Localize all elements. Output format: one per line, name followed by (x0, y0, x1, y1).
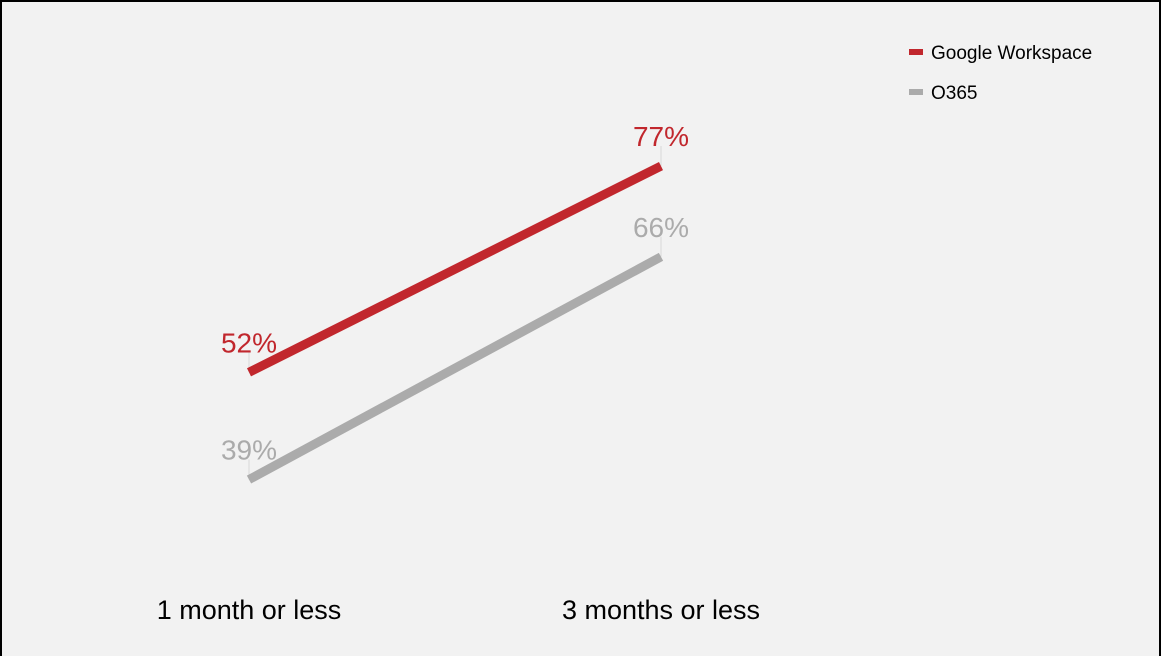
o365-series-line (246, 252, 664, 484)
google-workspace-legend-swatch (909, 49, 923, 55)
o365-legend-label: O365 (931, 83, 977, 104)
google-workspace-series-line (246, 162, 664, 377)
o365-data-label: 66% (633, 212, 689, 243)
series-layer (246, 146, 664, 484)
google-workspace-legend-label: Google Workspace (931, 43, 1092, 64)
data-label-layer: 39% 66% 52% 77% (221, 121, 689, 466)
o365-data-label: 39% (221, 435, 277, 466)
google-workspace-data-label: 77% (633, 121, 689, 152)
x-tick-label: 1 month or less (157, 595, 342, 625)
google-workspace-data-label: 52% (221, 327, 277, 358)
legend: Google Workspace O365 (909, 43, 1092, 104)
x-axis-labels: 1 month or less 3 months or less (157, 595, 760, 625)
x-tick-label: 3 months or less (562, 595, 760, 625)
o365-legend-swatch (909, 89, 923, 95)
